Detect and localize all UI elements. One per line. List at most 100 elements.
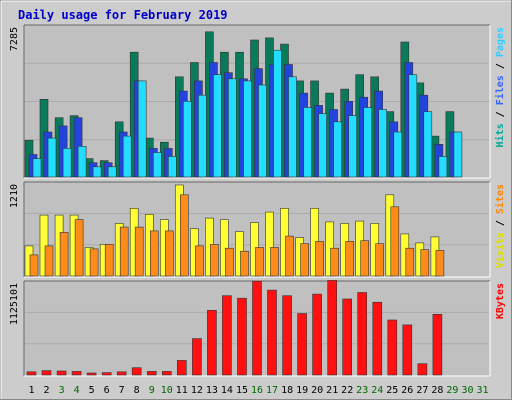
bar-pages <box>438 156 448 178</box>
bar-kbytes <box>237 297 247 376</box>
series-label-segment: Pages <box>495 27 506 57</box>
bar-kbytes <box>342 298 353 376</box>
x-tick-label: 21 <box>326 385 338 396</box>
x-tick-label: 9 <box>149 385 155 396</box>
bar-pages <box>47 137 57 178</box>
bar-pages <box>228 78 237 178</box>
bar-kbytes <box>432 313 443 376</box>
bar-pages <box>288 76 297 178</box>
bar-sites <box>210 244 219 277</box>
bar-kbytes <box>312 293 322 376</box>
bar-sites <box>285 235 294 277</box>
bar-pages <box>168 156 177 178</box>
bar-kbytes <box>297 313 307 376</box>
bar-pages <box>153 152 162 178</box>
bar-sites <box>435 250 445 277</box>
x-tick-label: 22 <box>341 385 353 396</box>
x-tick-label: 3 <box>59 385 65 396</box>
kbytes-panel: 1125101 KBytes <box>9 280 506 377</box>
x-tick-label: 8 <box>134 385 140 396</box>
bar-sites <box>74 219 84 277</box>
bar-kbytes <box>101 372 112 376</box>
bar-kbytes <box>41 370 52 376</box>
x-tick-label: 1 <box>28 385 34 396</box>
x-tick-label: 29 <box>446 385 458 396</box>
bar-kbytes <box>327 280 338 376</box>
chart-panels: 7285 Hits / Files / Pages 1210 Visits / Sit… <box>9 24 506 377</box>
bar-sites <box>390 206 400 277</box>
x-tick-label: 26 <box>401 385 413 396</box>
bar-sites <box>89 248 99 277</box>
y-max-label: 7285 <box>9 27 20 51</box>
bar-sites <box>104 244 114 277</box>
series-side-label: KBytes <box>495 283 506 319</box>
x-tick-label: 13 <box>206 385 218 396</box>
bar-sites <box>195 245 204 277</box>
series-label-segment: Files <box>494 75 506 105</box>
hits-files-pages-panel: 7285 Hits / Files / Pages <box>9 24 506 179</box>
bar-kbytes <box>177 360 187 376</box>
bar-sites <box>420 249 430 277</box>
series-side-label: Hits / Files / Pages <box>494 27 506 147</box>
x-tick-label: 24 <box>371 385 383 396</box>
bar-sites <box>225 247 234 277</box>
bar-pages <box>453 131 463 178</box>
bar-pages <box>423 111 433 178</box>
bar-sites <box>300 243 309 277</box>
bar-visits <box>39 214 49 277</box>
bar-sites <box>330 247 339 277</box>
bar-pages <box>213 74 222 178</box>
bar-sites <box>255 247 264 277</box>
bar-kbytes <box>207 309 217 376</box>
x-tick-label: 12 <box>191 385 203 396</box>
bar-pages <box>318 113 327 178</box>
x-tick-label: 4 <box>74 385 80 396</box>
bar-pages <box>273 49 282 178</box>
bar-pages <box>198 94 207 178</box>
bar-kbytes <box>147 371 157 376</box>
bar-pages <box>62 148 72 178</box>
bar-kbytes <box>372 301 383 376</box>
bar-kbytes <box>402 324 413 376</box>
x-tick-label: 17 <box>266 385 278 396</box>
y-max-label: 1210 <box>9 184 20 208</box>
bar-sites <box>44 245 54 277</box>
bar-kbytes <box>252 280 262 376</box>
series-label-segment: / <box>495 57 506 75</box>
bar-sites <box>405 247 415 277</box>
x-tick-label: 16 <box>251 385 263 396</box>
x-tick-label: 15 <box>236 385 248 396</box>
bar-sites <box>59 232 69 277</box>
bar-visits <box>265 211 274 277</box>
bar-pages <box>258 84 267 178</box>
bar-pages <box>122 135 132 178</box>
bar-kbytes <box>417 363 428 376</box>
bar-pages <box>183 101 192 178</box>
bar-pages <box>393 131 403 178</box>
series-label-segment: / <box>495 105 506 123</box>
bar-visits <box>220 219 229 277</box>
bar-sites <box>315 241 324 277</box>
series-side-label: Visits / Sites <box>494 184 506 268</box>
bar-pages <box>107 166 117 178</box>
bar-pages <box>303 107 312 178</box>
x-tick-label: 5 <box>89 385 95 396</box>
bar-sites <box>240 250 249 277</box>
bar-kbytes <box>56 370 67 376</box>
series-label-segment: Sites <box>494 184 506 214</box>
x-tick-label: 25 <box>386 385 398 396</box>
x-tick-label: 2 <box>43 385 49 396</box>
bar-kbytes <box>162 371 172 376</box>
bar-sites <box>119 226 129 277</box>
chart-title: Daily usage for February 2019 <box>18 8 228 22</box>
x-tick-label: 31 <box>476 385 488 396</box>
bar-sites <box>29 254 39 277</box>
bar-kbytes <box>131 367 142 376</box>
bar-pages <box>333 121 342 178</box>
bar-pages <box>363 107 373 178</box>
bar-kbytes <box>86 372 97 376</box>
x-tick-label: 18 <box>281 385 293 396</box>
bar-kbytes <box>267 289 277 376</box>
x-tick-label: 27 <box>416 385 428 396</box>
bar-kbytes <box>387 319 398 376</box>
